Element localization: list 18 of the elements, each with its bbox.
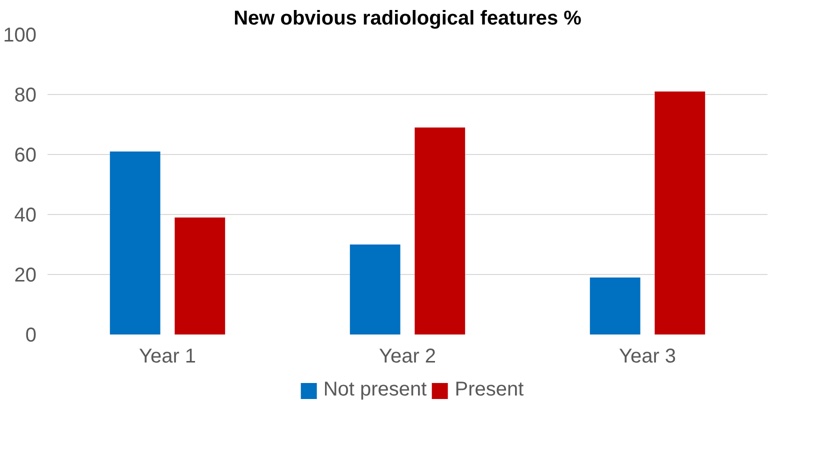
y-tick-label: 20 [14,264,37,286]
y-tick-label: 80 [14,84,37,106]
y-tick-label: 0 [25,324,36,346]
x-tick-label: Year 2 [378,346,436,368]
bar [174,218,226,334]
y-tick-label: 100 [3,24,37,46]
chart-title: New obvious radiological features % [234,8,582,30]
bar [414,128,466,334]
legend-label: Not present [323,378,427,402]
bar [654,92,706,334]
bar [590,278,640,334]
y-tick-label: 40 [14,204,37,226]
bar [110,152,160,334]
x-tick-label: Year 1 [138,346,196,368]
x-tick-label: Year 3 [618,346,676,368]
legend-label: Present [454,378,524,402]
bar [350,244,400,334]
y-tick-label: 60 [14,144,37,166]
